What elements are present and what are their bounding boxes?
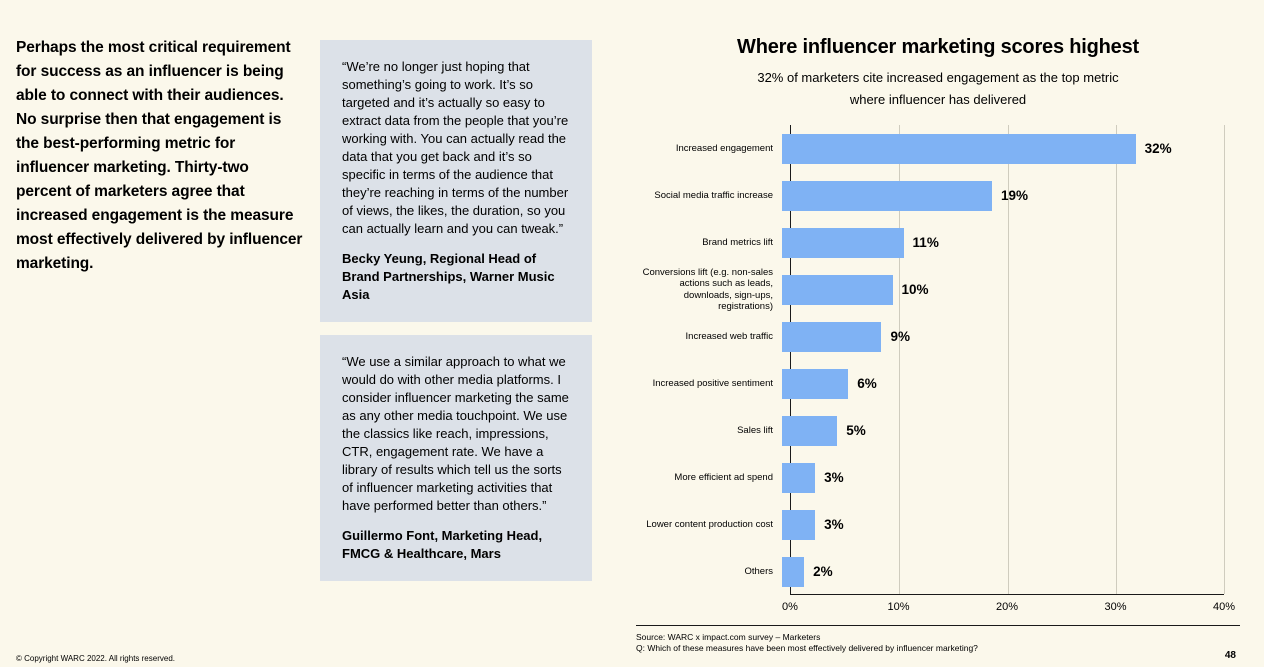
- bar-row: Brand metrics lift 11%: [636, 219, 1224, 266]
- bar-category-label: Conversions lift (e.g. non-sales actions…: [642, 266, 773, 313]
- chart-subtitle: 32% of marketers cite increased engageme…: [636, 67, 1240, 111]
- quote-box: “We use a similar approach to what we wo…: [320, 335, 592, 581]
- bar-track: 9%: [782, 321, 1224, 352]
- x-tick-label: 40%: [1212, 601, 1236, 613]
- bar-category-label: Others: [744, 565, 773, 577]
- bar-value-label: 19%: [1000, 188, 1028, 203]
- copyright-notice: © Copyright WARC 2022. All rights reserv…: [16, 654, 175, 663]
- bar-track: 3%: [782, 462, 1224, 493]
- bar: [782, 462, 816, 493]
- bar-track: 11%: [782, 227, 1224, 258]
- bar-value-label: 32%: [1144, 141, 1172, 156]
- bar-category-label: Sales lift: [737, 424, 773, 436]
- bar-value-label: 3%: [824, 470, 844, 485]
- gridline: [1007, 125, 1009, 594]
- bar-row: Increased web traffic 9%: [636, 313, 1224, 360]
- bar-category-label: Increased positive sentiment: [652, 377, 773, 389]
- bar-category-label: Increased web traffic: [685, 330, 773, 342]
- bar-value-label: 6%: [857, 376, 877, 391]
- bar: [782, 556, 805, 587]
- bar: [782, 227, 904, 258]
- bar-track: 2%: [782, 556, 1224, 587]
- bar-category-label: Brand metrics lift: [702, 236, 773, 248]
- bar-track: 3%: [782, 509, 1224, 540]
- bar-row: More efficient ad spend 3%: [636, 454, 1224, 501]
- chart-subtitle-line1: 32% of marketers cite increased engageme…: [757, 70, 1119, 85]
- page-number: 48: [1224, 650, 1236, 661]
- quote-box: “We’re no longer just hoping that someth…: [320, 40, 592, 322]
- bar: [782, 415, 838, 446]
- bar-row: Others 2%: [636, 548, 1224, 595]
- bar-row: Social media traffic increase 19%: [636, 172, 1224, 219]
- bar: [782, 321, 882, 352]
- bar-track: 32%: [782, 133, 1224, 164]
- chart-subtitle-line2: where influencer has delivered: [849, 92, 1027, 107]
- bar-track: 5%: [782, 415, 1224, 446]
- bar-value-label: 11%: [912, 235, 939, 250]
- bar-track: 10%: [782, 274, 1224, 305]
- bar-row: Sales lift 5%: [636, 407, 1224, 454]
- bar: [782, 509, 816, 540]
- bar: [782, 133, 1136, 164]
- bar-chart: Increased engagement 32% Social media traf…: [636, 125, 1240, 595]
- chart-title: Where influencer marketing scores highes…: [737, 36, 1139, 58]
- quote-attribution: Guillermo Font, Marketing Head, FMCG & H…: [342, 528, 543, 561]
- bar-category-label: Social media traffic increase: [654, 189, 773, 201]
- gridline: [1115, 125, 1117, 594]
- bar: [782, 368, 849, 399]
- chart-gridlines: [790, 125, 1225, 595]
- bar-row: Increased engagement 32%: [636, 125, 1224, 172]
- gridline: [899, 125, 901, 594]
- x-tick-label: 0%: [782, 601, 798, 613]
- bar-category-label: Lower content production cost: [646, 518, 773, 530]
- quote-attribution: Becky Yeung, Regional Head of Brand Part…: [342, 251, 555, 302]
- bar-value-label: 9%: [890, 329, 910, 344]
- bar-track: 6%: [782, 368, 1224, 399]
- bar-chart-rows: Increased engagement 32% Social media traf…: [636, 125, 1224, 595]
- bar-category-label: Increased engagement: [675, 142, 773, 154]
- intro-paragraph: Perhaps the most critical requirement fo…: [16, 39, 303, 272]
- bar-category-label: More efficient ad spend: [674, 471, 773, 483]
- bar-value-label: 2%: [813, 564, 833, 579]
- bar: [782, 274, 893, 305]
- chart-panel: Where influencer marketing scores highes…: [636, 36, 1240, 654]
- bar-value-label: 10%: [901, 282, 929, 297]
- bar-row: Increased positive sentiment 6%: [636, 360, 1224, 407]
- x-tick-label: 20%: [995, 601, 1019, 613]
- x-axis: 0% 10% 20% 30% 40%: [782, 595, 1235, 613]
- bar-row: Conversions lift (e.g. non-sales actions…: [636, 266, 1224, 313]
- chart-question: Q: Which of these measures have been mos…: [636, 643, 978, 653]
- gridline: [1224, 125, 1225, 594]
- bar-track: 19%: [782, 180, 1224, 211]
- bar: [782, 180, 992, 211]
- x-tick-label: 10%: [887, 601, 910, 613]
- bar-row: Lower content production cost 3%: [636, 501, 1224, 548]
- quote-text: “We use a similar approach to what we wo…: [342, 354, 569, 513]
- x-tick-label: 30%: [1104, 601, 1127, 613]
- quote-text: “We’re no longer just hoping that someth…: [342, 59, 569, 236]
- bar-value-label: 5%: [846, 423, 866, 438]
- quotes-column: “We’re no longer just hoping that someth…: [320, 40, 592, 581]
- chart-source: Source: WARC x impact.com survey – Marke…: [636, 632, 821, 642]
- source-divider: [636, 625, 1240, 626]
- bar-value-label: 3%: [824, 517, 844, 532]
